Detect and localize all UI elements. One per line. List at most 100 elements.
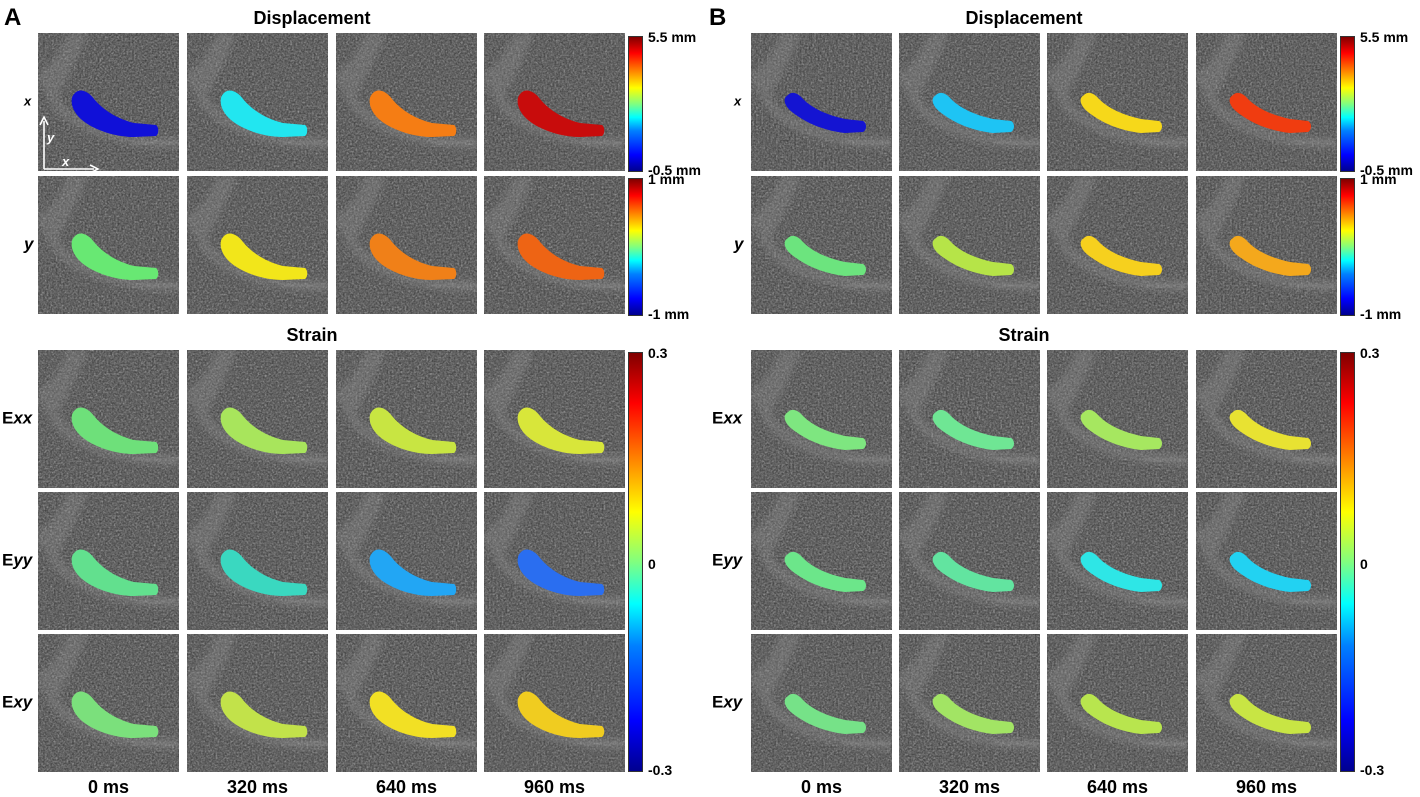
colored-region — [932, 693, 1014, 734]
colored-region — [220, 549, 308, 596]
colorbar-label-top: 5.5 mm — [1360, 29, 1409, 45]
colored-region — [784, 409, 866, 450]
row-label-prefix: E — [712, 550, 724, 570]
row-label: Exx — [712, 410, 742, 427]
row-label-prefix: E — [2, 550, 14, 570]
image-tile — [1047, 634, 1188, 772]
image-tile — [187, 634, 328, 772]
image-tile — [1047, 176, 1188, 314]
row-label-subscript: xx — [13, 408, 33, 428]
row-label: y — [734, 236, 743, 253]
colorbar-displacement_y — [1340, 178, 1355, 316]
colorbar-label-top: 1 mm — [648, 171, 685, 187]
panel-letter: A — [4, 4, 22, 31]
image-tile — [484, 350, 625, 488]
time-label: 640 ms — [1086, 777, 1149, 797]
image-tile — [899, 350, 1040, 488]
colored-region — [932, 409, 1014, 450]
colored-region — [369, 691, 457, 738]
image-tile — [751, 176, 892, 314]
colored-region — [1229, 409, 1311, 450]
image-tile — [1047, 350, 1188, 488]
colored-region — [71, 407, 159, 454]
colorbar-label-bottom: -0.3 — [1360, 762, 1385, 778]
image-tile — [38, 492, 179, 630]
colored-region — [517, 90, 605, 137]
image-tile — [751, 492, 892, 630]
colored-region — [71, 90, 159, 137]
panel-letter: B — [709, 4, 727, 31]
colored-region — [71, 691, 159, 738]
colored-region — [220, 233, 308, 280]
image-tile — [1196, 350, 1337, 488]
row-label: y — [24, 236, 33, 253]
image-tile — [1196, 33, 1337, 171]
row-label: Exy — [712, 694, 742, 711]
row-label-subscript: y — [24, 234, 34, 254]
image-tile — [38, 33, 179, 171]
colorbar-label-mid: 0 — [1360, 556, 1368, 572]
colorbar-label-bottom: -0.5 mm — [648, 162, 701, 178]
row-label-subscript: y — [734, 234, 744, 254]
image-tile — [899, 492, 1040, 630]
image-tile — [336, 350, 477, 488]
row-label-prefix: E — [2, 408, 14, 428]
image-tile — [751, 350, 892, 488]
image-tile — [38, 176, 179, 314]
colored-region — [1229, 551, 1311, 592]
time-label: 0 ms — [87, 777, 130, 797]
image-tile — [336, 176, 477, 314]
image-tile — [1196, 492, 1337, 630]
colored-region — [369, 233, 457, 280]
row-label-prefix: E — [2, 692, 14, 712]
colored-region — [1080, 235, 1162, 276]
colorbar-label-bottom: -1 mm — [1360, 306, 1402, 322]
colorbar-label-top: 1 mm — [1360, 171, 1397, 187]
row-label-subscript: yy — [723, 550, 743, 570]
colorbar-strain — [1340, 352, 1355, 772]
row-label-subscript: yy — [13, 550, 33, 570]
image-tile — [751, 33, 892, 171]
image-tile — [38, 350, 179, 488]
image-tile — [187, 492, 328, 630]
image-tile — [187, 33, 328, 171]
colorbar-displacement_x — [628, 36, 643, 172]
colored-region — [220, 407, 308, 454]
row-label-subscript: x — [734, 93, 742, 109]
row-label-subscript: xx — [723, 408, 743, 428]
colored-region — [220, 90, 308, 137]
axis-inset — [39, 115, 100, 173]
displacement-title: Displacement — [253, 8, 371, 28]
row-label-prefix: E — [712, 408, 724, 428]
colored-region — [517, 407, 605, 454]
row-label: x — [734, 95, 741, 108]
axis-label-y: y — [47, 130, 55, 145]
row-label: Eyy — [712, 552, 742, 569]
colorbar-displacement_x — [1340, 36, 1355, 172]
row-label: x — [24, 95, 31, 108]
colored-region — [369, 90, 457, 137]
image-tile — [484, 176, 625, 314]
colored-region — [1080, 92, 1162, 133]
colored-region — [1229, 92, 1311, 133]
colored-region — [1229, 693, 1311, 734]
colored-region — [1080, 693, 1162, 734]
colorbar-label-top: 0.3 — [1360, 345, 1380, 361]
colored-region — [784, 235, 866, 276]
row-label: Exx — [2, 410, 32, 427]
image-tile — [899, 33, 1040, 171]
colored-region — [71, 549, 159, 596]
colored-region — [784, 693, 866, 734]
row-label-subscript: xy — [13, 692, 33, 712]
colorbar-label-bottom: -0.5 mm — [1360, 162, 1413, 178]
image-tile — [1196, 176, 1337, 314]
image-tile — [1047, 492, 1188, 630]
row-label: Eyy — [2, 552, 32, 569]
colored-region — [932, 235, 1014, 276]
displacement-title: Displacement — [965, 8, 1083, 28]
colored-region — [1080, 551, 1162, 592]
image-tile — [336, 492, 477, 630]
colorbar-strain — [628, 352, 643, 772]
row-label-subscript: x — [24, 93, 32, 109]
colored-region — [1080, 409, 1162, 450]
